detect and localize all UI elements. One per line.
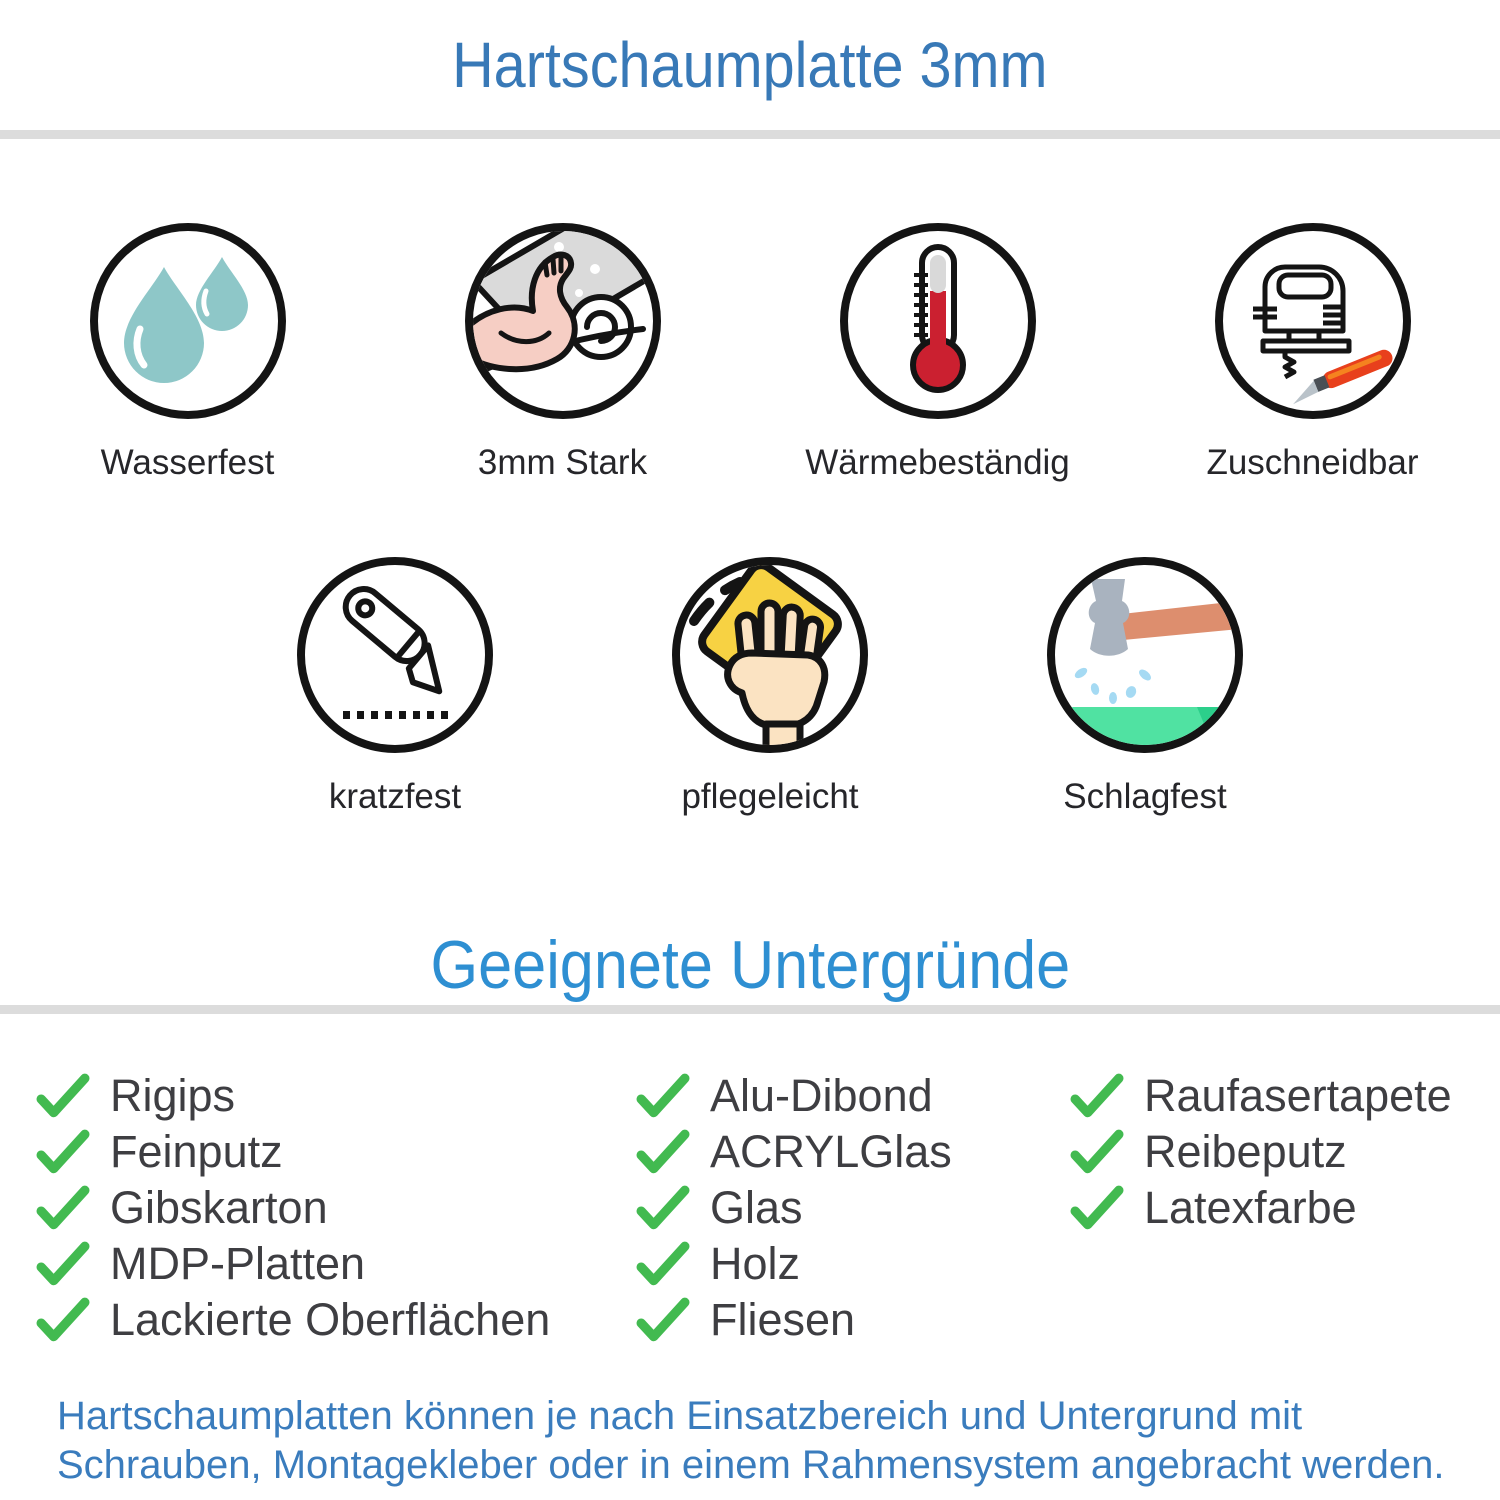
utility-knife-icon	[297, 557, 493, 753]
feature-waermebestaendig: Wärmebeständig	[750, 223, 1125, 483]
substrate-item: Lackierte Oberflächen	[36, 1292, 636, 1348]
feature-schlagfest: Schlagfest	[958, 557, 1333, 817]
jigsaw-cutter-icon	[1214, 223, 1411, 419]
substrates-list: Rigips Feinputz Gibskarton MDP-Platten L…	[0, 1068, 1500, 1348]
feature-zuschneidbar: Zuschneidbar	[1125, 223, 1500, 483]
feature-wasserfest: Wasserfest	[0, 223, 375, 483]
substrate-item: Fliesen	[636, 1292, 1070, 1348]
substrate-label: Fliesen	[710, 1294, 856, 1345]
features-row-2: kratzfest pflegeleicht	[0, 557, 1500, 817]
thermometer-icon	[839, 223, 1036, 419]
check-icon	[636, 1241, 690, 1286]
check-icon	[36, 1241, 90, 1286]
substrate-item: Feinputz	[36, 1124, 636, 1180]
feature-3mm-stark: 3mm Stark	[375, 223, 750, 483]
substrate-item: Alu-Dibond	[636, 1068, 1070, 1124]
check-icon	[36, 1297, 90, 1342]
feature-label: Wärmebeständig	[805, 443, 1070, 482]
substrate-label: Reibeputz	[1144, 1126, 1347, 1177]
check-icon	[636, 1297, 690, 1342]
substrate-item: Rigips	[36, 1068, 636, 1124]
check-icon	[1070, 1073, 1124, 1118]
substrate-label: Latexfarbe	[1144, 1182, 1357, 1233]
check-icon	[36, 1073, 90, 1118]
features-row-1: Wasserfest	[0, 223, 1500, 483]
footer-note: Hartschaumplatten können je nach Einsatz…	[57, 1394, 1445, 1488]
substrate-item: Reibeputz	[1070, 1124, 1500, 1180]
substrate-item: ACRYLGlas	[636, 1124, 1070, 1180]
header: Hartschaumplatte 3mm	[0, 0, 1500, 130]
substrate-column-1: Rigips Feinputz Gibskarton MDP-Platten L…	[36, 1068, 636, 1348]
substrate-label: Alu-Dibond	[710, 1070, 933, 1121]
substrate-item: MDP-Platten	[36, 1236, 636, 1292]
substrate-label: Glas	[710, 1182, 803, 1233]
divider-middle	[0, 1005, 1500, 1014]
substrate-label: Holz	[710, 1238, 801, 1289]
feature-pflegeleicht: pflegeleicht	[583, 557, 958, 817]
substrate-label: Feinputz	[110, 1126, 283, 1177]
check-icon	[636, 1129, 690, 1174]
feature-label: kratzfest	[328, 777, 462, 816]
feature-label: 3mm Stark	[477, 443, 648, 482]
check-icon	[36, 1129, 90, 1174]
substrate-label: Rigips	[110, 1070, 236, 1121]
feature-label: Wasserfest	[100, 443, 275, 482]
substrate-item: Gibskarton	[36, 1180, 636, 1236]
check-icon	[1070, 1185, 1124, 1230]
check-icon	[636, 1073, 690, 1118]
substrate-column-2: Alu-Dibond ACRYLGlas Glas Holz Fliesen	[636, 1068, 1070, 1348]
divider-top	[0, 130, 1500, 139]
water-drops-icon	[89, 223, 286, 419]
substrate-item: Raufasertapete	[1070, 1068, 1500, 1124]
section-title: Geeignete Untergründe	[430, 927, 1070, 1003]
page-title: Hartschaumplatte 3mm	[452, 29, 1048, 101]
substrate-item: Holz	[636, 1236, 1070, 1292]
feature-label: Zuschneidbar	[1206, 443, 1419, 482]
hammer-impact-icon	[1047, 557, 1243, 753]
substrate-label: Lackierte Oberflächen	[110, 1294, 551, 1345]
cleaning-hand-icon	[672, 557, 868, 753]
substrate-label: Gibskarton	[110, 1182, 328, 1233]
check-icon	[1070, 1129, 1124, 1174]
check-icon	[636, 1185, 690, 1230]
check-icon	[36, 1185, 90, 1230]
substrate-label: Raufasertapete	[1144, 1070, 1452, 1121]
section-header: Geeignete Untergründe	[0, 925, 1500, 1005]
feature-label: pflegeleicht	[681, 777, 859, 816]
substrate-column-3: Raufasertapete Reibeputz Latexfarbe	[1070, 1068, 1500, 1348]
substrate-item: Glas	[636, 1180, 1070, 1236]
flexed-arm-board-icon	[464, 223, 661, 419]
feature-label: Schlagfest	[1063, 777, 1227, 816]
substrate-label: ACRYLGlas	[710, 1126, 952, 1177]
feature-kratzfest: kratzfest	[208, 557, 583, 817]
substrate-item: Latexfarbe	[1070, 1180, 1500, 1236]
substrate-label: MDP-Platten	[110, 1238, 366, 1289]
